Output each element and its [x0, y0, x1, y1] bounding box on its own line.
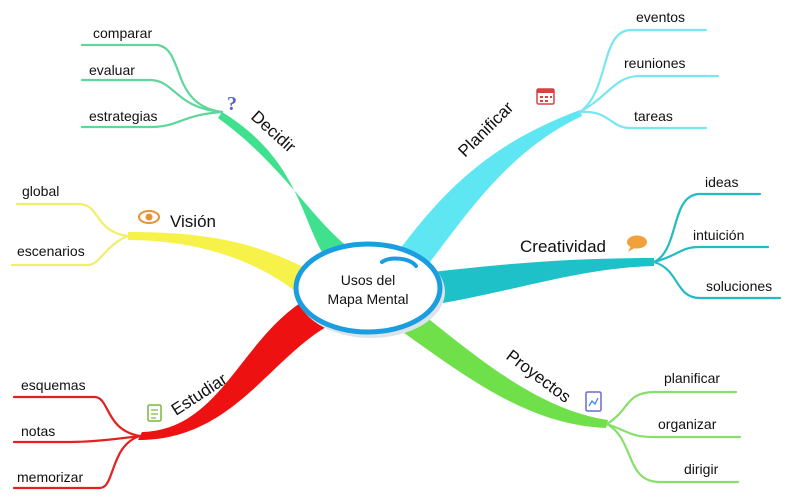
branch-estudiar[interactable]: esquemas notas memorizar Estudiar — [12, 300, 335, 490]
central-topic[interactable]: Usos del Mapa Mental — [293, 241, 445, 338]
vision-leaf-line-1 — [15, 202, 130, 238]
vision-leaf-line-2 — [10, 234, 130, 267]
decidir-leaf-line-3 — [80, 110, 224, 129]
branch-creatividad-stem — [432, 258, 654, 305]
estudiar-leaf-line-2 — [12, 434, 142, 444]
branch-vision-stem — [128, 232, 305, 295]
chart-document-icon — [585, 391, 602, 412]
creatividad-leaf-line-1 — [652, 192, 762, 264]
proyectos-leaf-2[interactable]: organizar — [658, 416, 717, 432]
branch-vision[interactable]: global escenarios Visión — [10, 183, 305, 295]
planificar-leaf-3[interactable]: tareas — [634, 108, 673, 124]
proyectos-leaf-line-1 — [605, 390, 738, 426]
estudiar-leaf-line-3 — [12, 434, 142, 490]
planificar-leaf-line-3 — [578, 110, 708, 130]
decidir-leaf-2[interactable]: evaluar — [89, 62, 135, 78]
branch-planificar-stem — [395, 110, 582, 262]
planificar-leaf-line-2 — [578, 74, 720, 114]
branch-label-decidir[interactable]: Decidir — [247, 107, 299, 157]
question-mark-icon: ? — [227, 93, 237, 115]
creatividad-leaf-line-3 — [652, 260, 782, 300]
creatividad-leaf-2[interactable]: intuición — [693, 227, 744, 243]
branch-decidir[interactable]: comparar evaluar estrategias Decidir ? — [80, 25, 365, 262]
central-topic-line-1: Usos del — [341, 272, 395, 288]
decidir-leaf-line-1 — [80, 43, 224, 114]
branch-estudiar-stem — [138, 300, 335, 440]
proyectos-leaf-line-3 — [605, 422, 740, 484]
proyectos-leaf-1[interactable]: planificar — [664, 370, 720, 386]
branch-label-creatividad[interactable]: Creatividad — [520, 237, 606, 256]
estudiar-leaf-2[interactable]: notas — [21, 423, 55, 439]
decidir-leaf-1[interactable]: comparar — [93, 25, 152, 41]
creatividad-leaf-line-2 — [652, 245, 770, 264]
creatividad-leaf-3[interactable]: soluciones — [706, 278, 772, 294]
estudiar-leaf-3[interactable]: memorizar — [17, 469, 83, 485]
branch-label-vision[interactable]: Visión — [170, 212, 216, 231]
central-topic-ring — [293, 241, 443, 335]
branch-proyectos-stem — [400, 312, 608, 428]
calendar-icon — [536, 88, 555, 105]
eye-icon — [138, 210, 160, 224]
planificar-leaf-2[interactable]: reuniones — [624, 55, 686, 71]
decidir-leaf-3[interactable]: estrategias — [89, 108, 157, 124]
notes-icon — [147, 404, 162, 422]
planificar-leaf-line-1 — [578, 28, 708, 114]
branch-planificar[interactable]: eventos reuniones tareas Planificar — [395, 9, 720, 262]
vision-leaf-1[interactable]: global — [22, 183, 59, 199]
vision-leaf-2[interactable]: escenarios — [17, 243, 85, 259]
planificar-leaf-1[interactable]: eventos — [636, 9, 685, 25]
proyectos-leaf-3[interactable]: dirigir — [684, 461, 719, 477]
decidir-leaf-line-2 — [80, 78, 224, 114]
branch-decidir-stem — [218, 112, 365, 262]
estudiar-leaf-line-1 — [12, 395, 142, 438]
central-topic-line-2: Mapa Mental — [328, 291, 409, 307]
branch-creatividad[interactable]: ideas intuición soluciones Creatividad — [432, 174, 782, 305]
branch-proyectos[interactable]: planificar organizar dirigir Proyectos — [400, 312, 742, 484]
central-topic-swirl — [380, 256, 418, 268]
estudiar-leaf-1[interactable]: esquemas — [21, 377, 86, 393]
creatividad-leaf-1[interactable]: ideas — [705, 174, 738, 190]
proyectos-leaf-line-2 — [605, 422, 742, 439]
speech-bubble-icon — [627, 235, 647, 252]
